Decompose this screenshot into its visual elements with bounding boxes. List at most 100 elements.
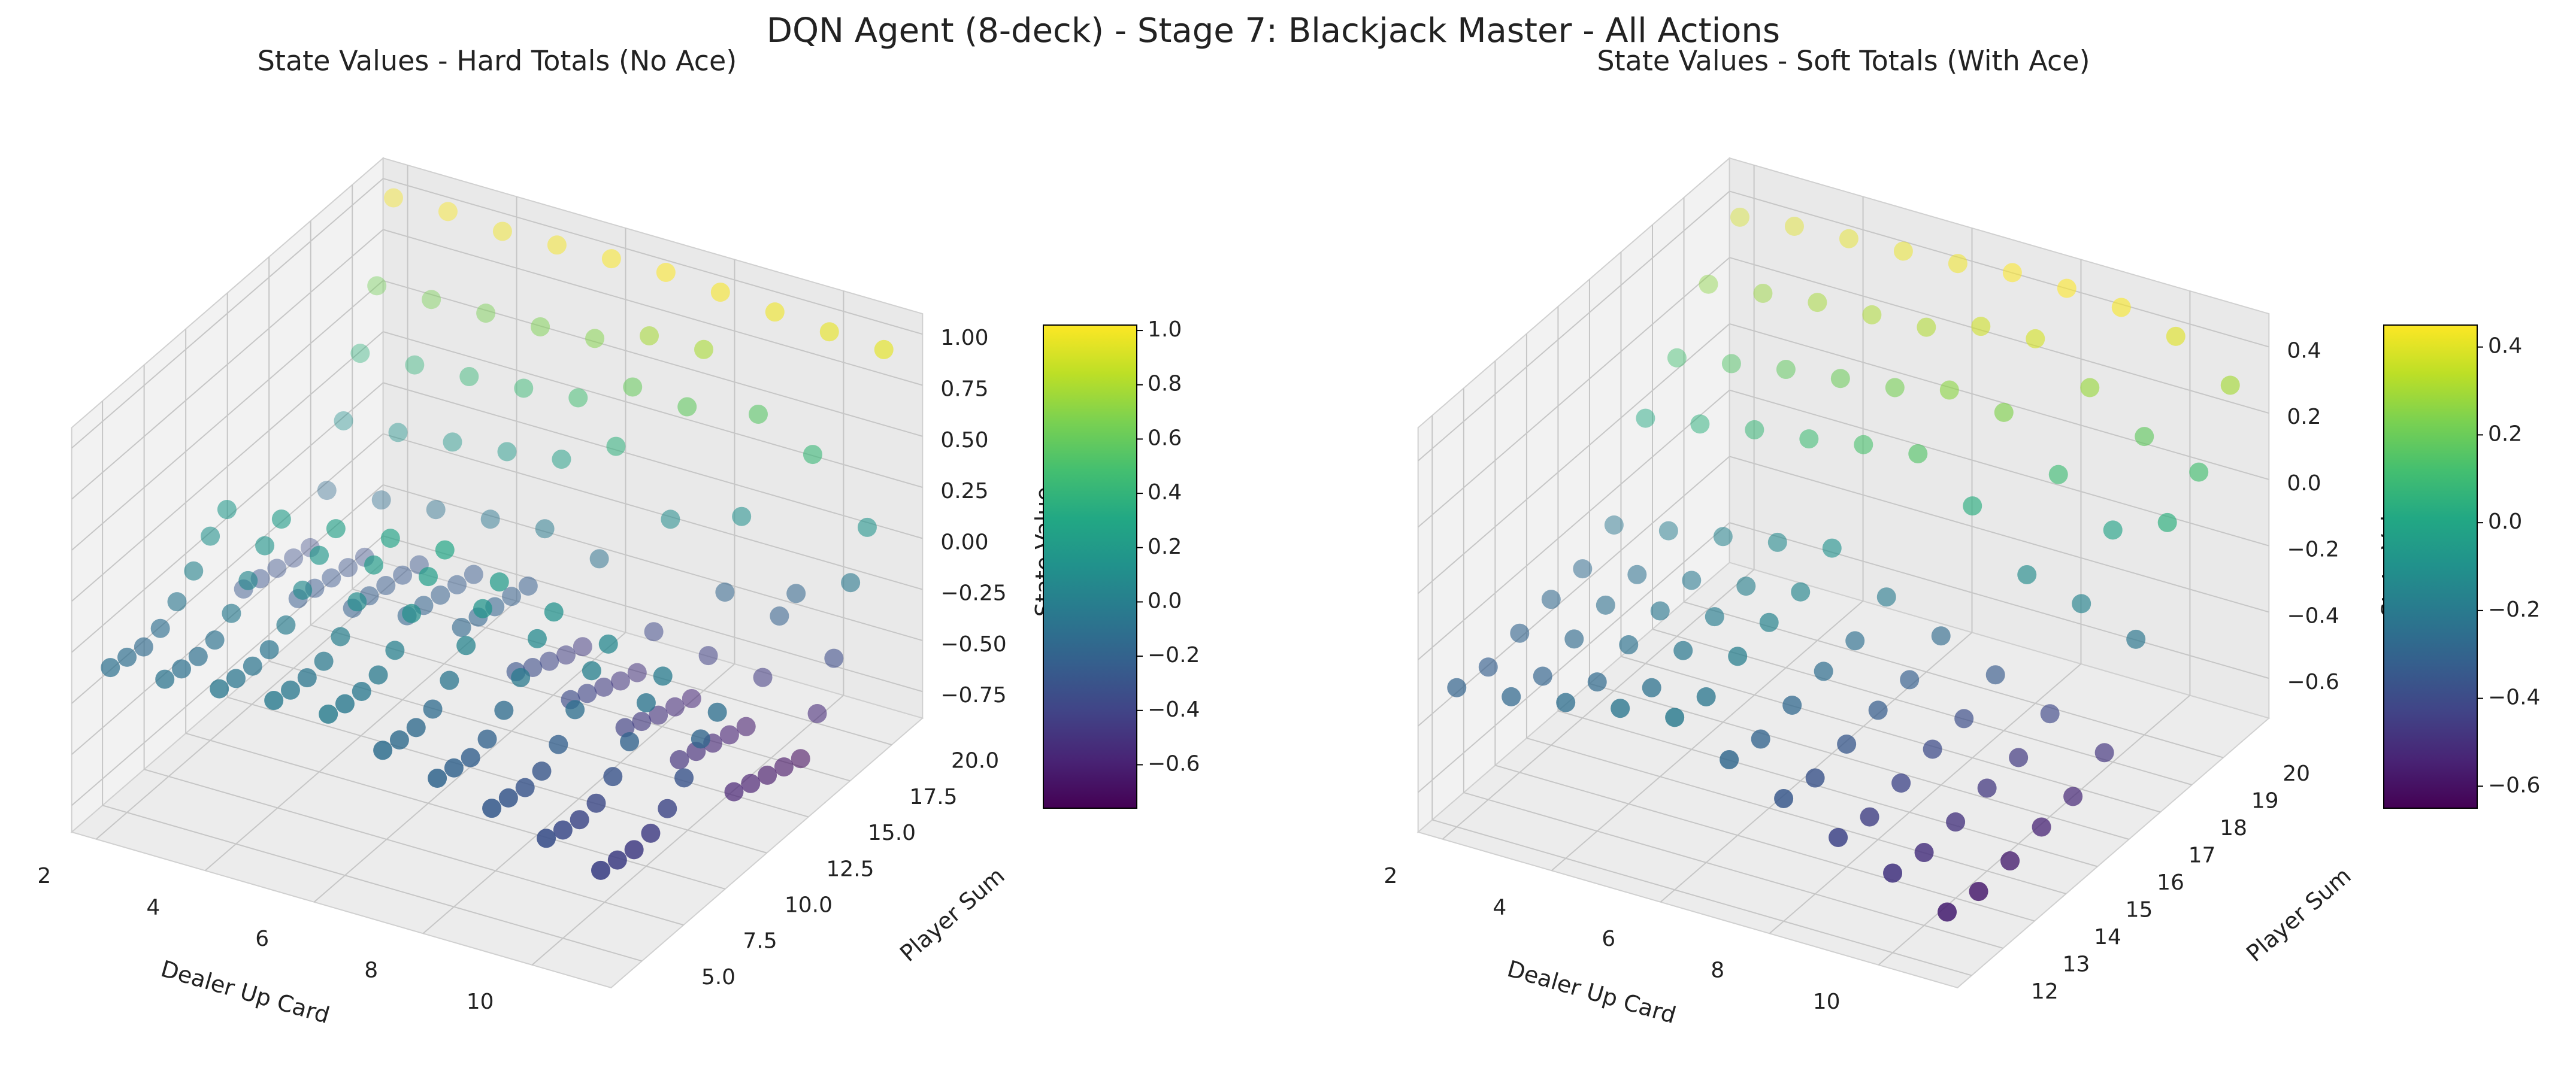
data-point [774, 757, 794, 777]
grid-line [1729, 190, 2269, 348]
data-point [2026, 329, 2045, 348]
data-point [310, 545, 329, 565]
data-point [1721, 354, 1741, 374]
data-point [570, 810, 589, 830]
data-point [518, 576, 538, 596]
data-point [297, 668, 317, 688]
data-point [1808, 293, 1827, 312]
data-point [841, 573, 861, 593]
grid-line [1729, 456, 2269, 613]
data-point [388, 423, 408, 442]
grid-line [1495, 764, 2035, 922]
data-point [1963, 496, 1982, 516]
data-point [101, 658, 120, 678]
grid-line [383, 433, 923, 590]
data-point [606, 436, 626, 456]
z-tick-label: 1.00 [940, 326, 988, 350]
data-point [259, 640, 279, 660]
data-point [1791, 582, 1811, 602]
data-point [284, 548, 304, 568]
data-point [371, 490, 391, 510]
data-point [1948, 254, 1967, 274]
z-tick-label: −0.6 [2287, 670, 2339, 694]
data-point [338, 558, 358, 578]
data-point [803, 445, 822, 465]
data-point [438, 202, 458, 222]
data-point [568, 388, 588, 408]
x-tick-label: 4 [146, 895, 160, 920]
data-point [1876, 587, 1896, 607]
data-point [293, 580, 313, 600]
x-tick-label: 10 [1813, 990, 1841, 1014]
data-point [753, 667, 773, 687]
data-point [243, 656, 262, 676]
data-point [1447, 678, 1467, 697]
colorbar [2383, 324, 2478, 809]
data-point [464, 565, 483, 584]
data-point [1860, 807, 1879, 827]
data-point [2048, 465, 2068, 484]
data-point [322, 568, 341, 588]
data-point [532, 761, 552, 781]
data-point [1642, 678, 1661, 697]
z-tick-label: 0.50 [940, 428, 988, 453]
data-point [1705, 607, 1724, 627]
data-point [1954, 709, 1974, 729]
data-point [1478, 657, 1498, 677]
data-point [1893, 241, 1913, 261]
data-point [565, 700, 585, 720]
data-point [276, 615, 296, 635]
colorbar-tick-label: 0.4 [1148, 480, 1182, 505]
data-point [549, 735, 568, 754]
data-point [1596, 595, 1615, 615]
z-tick-label: 0.00 [940, 530, 988, 554]
back-pane [382, 157, 924, 719]
data-point [694, 339, 714, 359]
data-point [656, 262, 676, 282]
data-point [205, 630, 225, 650]
data-point [527, 629, 547, 648]
data-point [591, 860, 611, 880]
data-point [552, 450, 571, 469]
data-point [1699, 274, 1718, 294]
data-point [271, 509, 291, 529]
z-tick-label: 0.75 [940, 377, 988, 402]
z-tick-label: −0.25 [940, 581, 1006, 606]
grid-line [383, 331, 923, 488]
data-point [222, 603, 241, 623]
data-point [623, 377, 643, 397]
data-point [610, 671, 630, 691]
data-point [373, 741, 393, 760]
data-point [1830, 369, 1850, 389]
data-point [824, 648, 844, 668]
data-point [1619, 635, 1639, 655]
colorbar-tick-label: 0.6 [1148, 426, 1182, 450]
data-point [1510, 623, 1530, 643]
data-point [1900, 670, 1920, 690]
data-point [1730, 207, 1749, 227]
data-point [670, 750, 689, 770]
y-tick-label: 15.0 [868, 821, 916, 845]
data-point [1736, 577, 1756, 596]
data-point [435, 540, 455, 560]
data-point [188, 647, 208, 666]
data-point [1799, 429, 1819, 449]
data-point [1845, 631, 1865, 651]
grid-line [1432, 819, 1972, 976]
data-point [589, 549, 609, 569]
data-point [1854, 435, 1873, 454]
data-point [765, 302, 785, 322]
data-point [707, 702, 727, 722]
data-point [719, 725, 739, 745]
grid-line [71, 280, 384, 551]
data-point [331, 627, 350, 647]
data-point [314, 651, 334, 671]
y-axis-label: Player Sum [895, 862, 1010, 967]
grid-line [1729, 257, 2269, 414]
data-point [480, 509, 500, 529]
data-point [380, 529, 400, 548]
colorbar [1043, 324, 1137, 809]
data-point [674, 768, 694, 788]
data-point [544, 602, 564, 622]
grid-line [144, 769, 684, 926]
